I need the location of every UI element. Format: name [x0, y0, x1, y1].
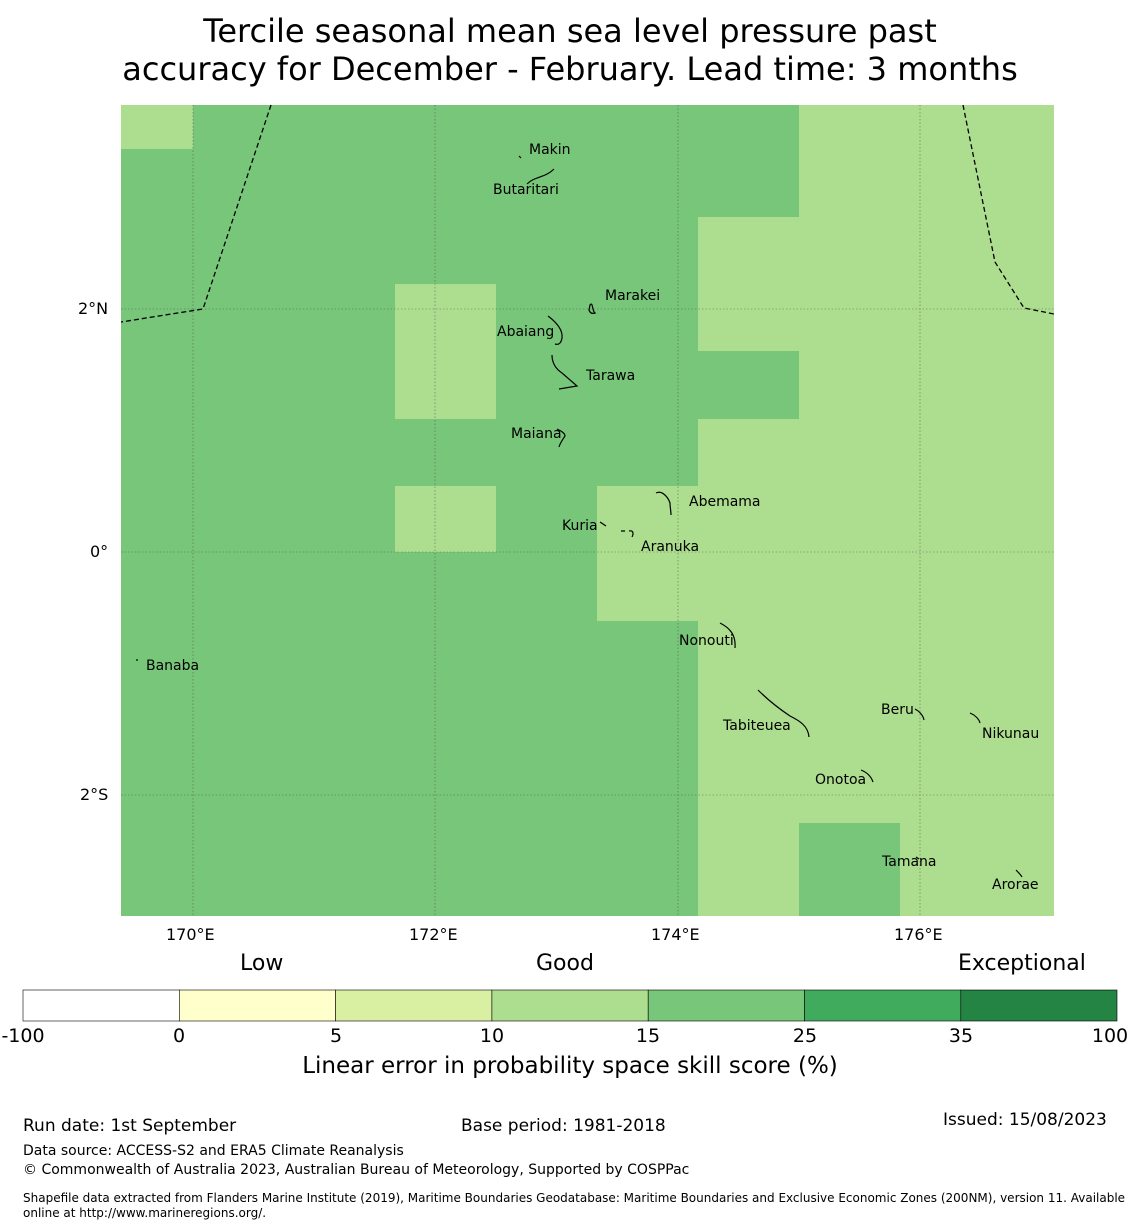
- colorbar-bin: [960, 989, 1118, 1022]
- colorbar-bin: [22, 989, 180, 1022]
- colorbar: [22, 989, 1118, 1022]
- band-10-15-east-region: [597, 105, 1054, 916]
- colorbar-tick-label: 0: [172, 1025, 186, 1047]
- colorbar-bin: [647, 989, 805, 1022]
- run-date: Run date: 1st September: [23, 1116, 237, 1136]
- gridlines: [121, 105, 1054, 916]
- island-marakei: [588, 303, 597, 314]
- place-label: Onotoa: [815, 772, 866, 788]
- place-label: Nikunau: [982, 726, 1039, 742]
- island-tarawa: [551, 354, 579, 390]
- issued-date: Issued: 15/08/2023: [943, 1110, 1107, 1130]
- band-15-25-se-block: [799, 823, 900, 916]
- place-label: Aranuka: [641, 539, 699, 555]
- x-tick-label: 172°E: [409, 925, 458, 944]
- colorbar-tick-label: 15: [635, 1025, 661, 1047]
- place-label: Tarawa: [585, 368, 635, 384]
- eez-boundary: [120, 104, 1055, 323]
- band-10-15-kuria-block: [395, 486, 496, 552]
- place-label: Abemama: [689, 494, 761, 510]
- place-label: Makin: [529, 142, 571, 158]
- island-nonouti: [719, 622, 736, 649]
- data-source: Data source: ACCESS-S2 and ERA5 Climate …: [23, 1143, 404, 1159]
- place-label: Kuria: [562, 518, 598, 534]
- place-label: Maiana: [511, 426, 562, 442]
- base-period: Base period: 1981-2018: [461, 1116, 666, 1136]
- place-label: Butaritari: [493, 182, 559, 198]
- x-tick-label: 170°E: [166, 925, 215, 944]
- island-beru: [914, 708, 925, 721]
- colorbar-tick-label: 25: [792, 1025, 818, 1047]
- place-label: Tamana: [881, 854, 936, 870]
- colorbar-axis-label: Linear error in probability space skill …: [302, 1053, 838, 1079]
- island-butaritari: [526, 168, 555, 185]
- island-abaiang: [547, 315, 563, 345]
- island-tabiteuea: [757, 689, 810, 738]
- colorbar-bin: [804, 989, 962, 1022]
- colorbar-category-low: Low: [240, 951, 284, 976]
- place-label: Marakei: [605, 288, 660, 304]
- island-arorae: [1015, 869, 1023, 878]
- colorbar-tick-label: 100: [1091, 1025, 1129, 1047]
- colorbar-category-good: Good: [536, 951, 594, 976]
- shapefile-credit: Shapefile data extracted from Flanders M…: [23, 1191, 1126, 1220]
- island-onotoa: [860, 769, 874, 783]
- island-outlines: [136, 155, 1023, 878]
- band-10-15-tarawa-block: [395, 284, 496, 419]
- colorbar-bin: [491, 989, 649, 1022]
- place-label: Abaiang: [497, 324, 554, 340]
- x-tick-label: 174°E: [651, 925, 700, 944]
- y-tick-label: 2°N: [78, 299, 109, 318]
- place-label: Nonouti: [679, 633, 734, 649]
- place-label: Arorae: [992, 877, 1039, 893]
- island-abemama: [655, 491, 672, 516]
- chart-title-line-2: accuracy for December - February. Lead t…: [122, 50, 1018, 88]
- colorbar-bin: [179, 989, 336, 1022]
- map-area: [121, 105, 1054, 916]
- colorbar-category-exceptional: Exceptional: [958, 951, 1086, 976]
- x-tick-label: 176°E: [894, 925, 943, 944]
- copyright: © Commonwealth of Australia 2023, Austra…: [23, 1162, 690, 1178]
- place-label: Beru: [881, 702, 914, 718]
- y-tick-label: 2°S: [80, 785, 109, 804]
- place-label: Banaba: [146, 658, 199, 674]
- colorbar-tick-label: 35: [948, 1025, 974, 1047]
- island-tamana: [915, 856, 920, 860]
- island-nikunau: [969, 712, 981, 724]
- place-labels: Makin Butaritari Marakei Abaiang Tarawa …: [146, 142, 1039, 893]
- colorbar-tick-label: 5: [329, 1025, 343, 1047]
- colorbar-bin: [335, 989, 493, 1022]
- island-kuria: [599, 521, 607, 527]
- island-aranuka: [621, 530, 634, 538]
- colorbar-tick-label: -100: [1, 1025, 45, 1047]
- island-makin: [518, 155, 522, 159]
- band-10-15-nw-corner: [121, 105, 193, 149]
- y-tick-label: 0°: [90, 542, 109, 561]
- island-maiana: [556, 428, 566, 448]
- place-label: Tabiteuea: [722, 718, 791, 734]
- chart-title-line-1: Tercile seasonal mean sea level pressure…: [203, 12, 937, 50]
- colorbar-tick-label: 10: [479, 1025, 505, 1047]
